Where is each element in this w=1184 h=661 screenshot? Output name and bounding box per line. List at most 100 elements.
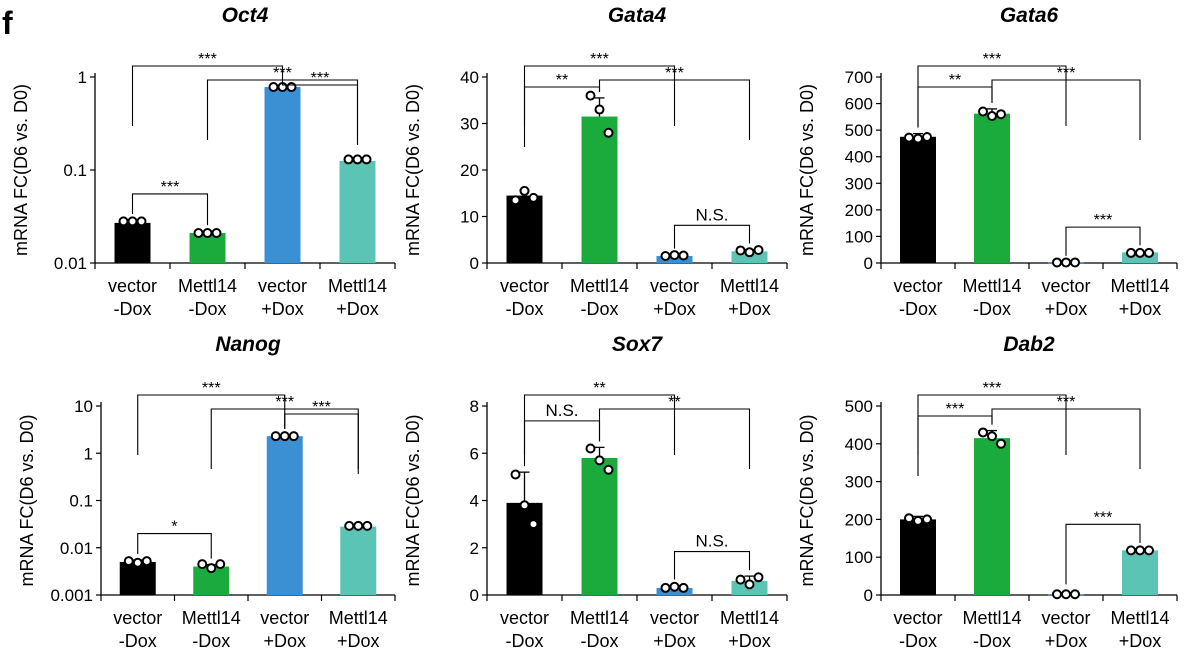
x-tick-label: vector bbox=[1041, 608, 1090, 628]
y-tick-label: 200 bbox=[845, 510, 873, 529]
significance-bracket bbox=[673, 550, 751, 580]
chart-panel-sox7: Sox7 mRNA FC(D6 vs. D0) 0 2 4 6 8 vector -Dox Met… bbox=[403, 333, 788, 651]
data-point bbox=[528, 192, 539, 203]
significance-label: ** bbox=[668, 394, 680, 411]
significance-label: *** bbox=[275, 394, 294, 411]
data-point bbox=[519, 500, 530, 511]
significance-bracket bbox=[598, 79, 751, 140]
chart-title: Dab2 bbox=[1003, 333, 1055, 356]
x-tick-label: vector bbox=[260, 608, 309, 628]
x-tick-label: Mettl14 bbox=[570, 608, 629, 628]
y-tick-label: 500 bbox=[845, 397, 873, 416]
data-point bbox=[268, 82, 279, 93]
x-tick-label: Mettl14 bbox=[720, 608, 779, 628]
data-point bbox=[1070, 589, 1080, 600]
data-point bbox=[1052, 589, 1062, 600]
data-point bbox=[744, 579, 755, 590]
data-point bbox=[753, 572, 764, 583]
data-point bbox=[678, 250, 689, 261]
x-tick-label: -Dox bbox=[899, 631, 937, 651]
data-point bbox=[1061, 589, 1071, 600]
x-tick-label: +Dox bbox=[1045, 631, 1088, 651]
data-point bbox=[913, 515, 923, 526]
data-point bbox=[603, 464, 614, 475]
y-tick-label: 0.01 bbox=[60, 539, 93, 558]
data-point bbox=[197, 559, 208, 570]
significance-bracket bbox=[991, 408, 1141, 469]
y-axis-label: mRNA FC(D6 vs. D0) bbox=[403, 414, 423, 586]
y-tick-label: 2 bbox=[470, 539, 479, 558]
data-point bbox=[735, 574, 746, 585]
significance-bracket bbox=[917, 65, 1067, 126]
y-tick-label: 30 bbox=[460, 115, 479, 134]
data-point bbox=[1070, 257, 1080, 268]
data-point bbox=[669, 250, 680, 261]
data-point bbox=[286, 82, 297, 93]
data-point bbox=[1135, 247, 1145, 258]
x-tick-label: vector bbox=[258, 276, 307, 296]
data-point bbox=[361, 154, 372, 165]
data-point bbox=[270, 431, 281, 442]
x-tick-label: Mettl14 bbox=[570, 276, 629, 296]
y-axis-label: mRNA FC(D6 vs. D0) bbox=[17, 414, 37, 586]
y-tick-label: 0.1 bbox=[63, 161, 87, 180]
x-tick-label: +Dox bbox=[728, 631, 771, 651]
y-tick-label: 0.1 bbox=[69, 492, 93, 511]
y-axis-label: mRNA FC(D6 vs. D0) bbox=[797, 84, 817, 256]
bar bbox=[1122, 550, 1158, 595]
data-point bbox=[735, 245, 746, 256]
data-point bbox=[193, 228, 204, 239]
significance-label: *** bbox=[311, 70, 330, 87]
x-tick-label: Mettl14 bbox=[329, 608, 388, 628]
data-point bbox=[922, 514, 932, 525]
significance-label: N.S. bbox=[545, 401, 578, 420]
significance-bracket bbox=[673, 224, 751, 249]
chart-title: Sox7 bbox=[612, 333, 664, 356]
chart-title: Gata4 bbox=[608, 4, 667, 27]
data-point bbox=[202, 228, 213, 239]
data-point bbox=[669, 581, 680, 592]
x-tick-label: Mettl14 bbox=[328, 276, 387, 296]
x-tick-label: Mettl14 bbox=[720, 276, 779, 296]
bar bbox=[506, 502, 543, 595]
chart-title: Oct4 bbox=[222, 4, 269, 27]
x-tick-label: -Dox bbox=[505, 299, 543, 319]
bar bbox=[900, 136, 936, 263]
data-point bbox=[603, 127, 614, 138]
data-point bbox=[978, 427, 988, 438]
significance-bracket bbox=[137, 533, 212, 559]
y-axis-label: mRNA FC(D6 vs. D0) bbox=[403, 84, 423, 256]
x-tick-label: -Dox bbox=[119, 631, 157, 651]
bar bbox=[974, 438, 1010, 595]
x-tick-label: vector bbox=[893, 276, 942, 296]
x-tick-label: vector bbox=[893, 608, 942, 628]
significance-bracket bbox=[131, 65, 284, 126]
chart-panel-oct4: Oct4 mRNA FC(D6 vs. D0) 0.01 0.1 1 vector -Dox… bbox=[11, 4, 396, 319]
data-point bbox=[118, 216, 129, 227]
x-tick-label: vector bbox=[113, 608, 162, 628]
data-point bbox=[594, 455, 605, 466]
y-tick-label: 20 bbox=[460, 161, 479, 180]
significance-label: *** bbox=[1057, 65, 1076, 82]
x-tick-label: +Dox bbox=[1119, 299, 1162, 319]
y-tick-label: 100 bbox=[845, 548, 873, 567]
significance-bracket bbox=[1065, 523, 1141, 585]
y-axis-label: mRNA FC(D6 vs. D0) bbox=[11, 84, 31, 256]
y-tick-label: 500 bbox=[845, 121, 873, 140]
bar bbox=[581, 116, 618, 264]
y-tick-label: 300 bbox=[845, 473, 873, 492]
data-point bbox=[1144, 545, 1154, 556]
bar bbox=[114, 222, 151, 263]
y-tick-label: 8 bbox=[470, 397, 479, 416]
data-point bbox=[1126, 247, 1136, 258]
x-tick-label: +Dox bbox=[653, 631, 696, 651]
bar bbox=[266, 436, 303, 595]
data-point bbox=[922, 132, 932, 143]
data-point bbox=[987, 431, 997, 442]
y-tick-label: 1 bbox=[78, 68, 87, 87]
data-point bbox=[215, 559, 226, 570]
data-point bbox=[279, 431, 290, 442]
significance-bracket bbox=[523, 394, 676, 455]
